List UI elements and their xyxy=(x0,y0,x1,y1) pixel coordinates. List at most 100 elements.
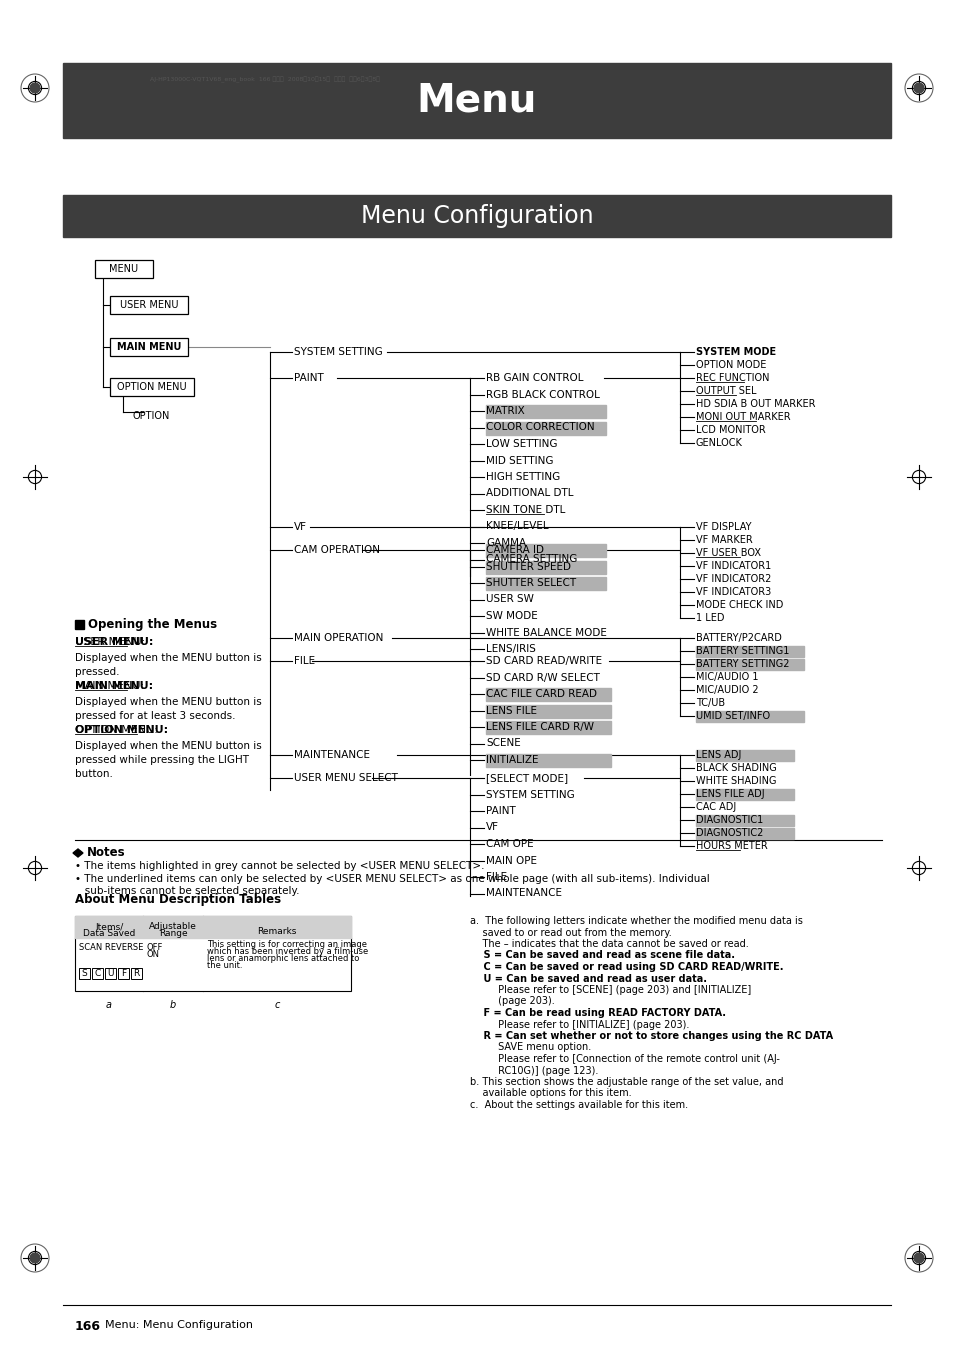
Text: VF INDICATOR3: VF INDICATOR3 xyxy=(696,586,770,597)
Bar xyxy=(485,704,610,717)
Text: a: a xyxy=(106,1000,112,1011)
Text: SHUTTER SELECT: SHUTTER SELECT xyxy=(485,578,576,588)
Text: VF: VF xyxy=(294,521,307,532)
Text: ON: ON xyxy=(147,950,160,959)
Text: LCD MONITOR: LCD MONITOR xyxy=(696,426,765,435)
Text: c: c xyxy=(274,1000,279,1011)
Text: c.  About the settings available for this item.: c. About the settings available for this… xyxy=(470,1100,687,1111)
Text: RGB BLACK CONTROL: RGB BLACK CONTROL xyxy=(485,389,599,400)
Text: RC10G)] (page 123).: RC10G)] (page 123). xyxy=(470,1066,598,1075)
Text: LENS FILE CARD R/W: LENS FILE CARD R/W xyxy=(485,721,594,732)
Text: MAINTENANCE: MAINTENANCE xyxy=(294,750,370,761)
Text: lens or anamorphic lens attached to: lens or anamorphic lens attached to xyxy=(207,954,359,963)
Bar xyxy=(696,659,803,670)
Bar xyxy=(485,544,605,557)
Text: SD CARD READ/WRITE: SD CARD READ/WRITE xyxy=(485,657,601,666)
Text: DIAGNOSTIC2: DIAGNOSTIC2 xyxy=(696,828,762,838)
Text: GENLOCK: GENLOCK xyxy=(696,438,742,449)
Bar xyxy=(696,815,793,825)
Text: b: b xyxy=(170,1000,176,1011)
Text: VF DISPLAY: VF DISPLAY xyxy=(696,521,751,532)
Text: CAM OPERATION: CAM OPERATION xyxy=(294,544,379,555)
Text: Menu: Menu xyxy=(416,81,537,119)
Text: HD SDIA B OUT MARKER: HD SDIA B OUT MARKER xyxy=(696,399,815,409)
Text: saved to or read out from the memory.: saved to or read out from the memory. xyxy=(470,928,671,938)
Bar xyxy=(203,916,351,938)
Text: LENS FILE: LENS FILE xyxy=(485,705,537,716)
Text: VF: VF xyxy=(485,823,498,832)
Bar xyxy=(696,828,793,839)
Text: SKIN TONE DTL: SKIN TONE DTL xyxy=(485,505,565,515)
Circle shape xyxy=(913,1254,923,1263)
Text: KNEE/LEVEL: KNEE/LEVEL xyxy=(485,521,548,531)
Text: Please refer to [INITIALIZE] (page 203).: Please refer to [INITIALIZE] (page 203). xyxy=(470,1020,689,1029)
Text: MIC/AUDIO 1: MIC/AUDIO 1 xyxy=(696,671,758,682)
Text: MAINTENANCE: MAINTENANCE xyxy=(485,889,561,898)
Text: F: F xyxy=(121,969,126,978)
Text: INITIALIZE: INITIALIZE xyxy=(485,755,537,765)
Text: SCAN REVERSE: SCAN REVERSE xyxy=(79,943,143,952)
Text: b. This section shows the adjustable range of the set value, and: b. This section shows the adjustable ran… xyxy=(470,1077,782,1088)
Text: CAMERA ID: CAMERA ID xyxy=(485,544,543,555)
Text: Displayed when the MENU button is: Displayed when the MENU button is xyxy=(75,697,261,707)
Text: Displayed when the MENU button is: Displayed when the MENU button is xyxy=(75,740,261,751)
Text: [SELECT MODE]: [SELECT MODE] xyxy=(485,773,568,784)
Bar xyxy=(63,63,890,138)
Text: RB GAIN CONTROL: RB GAIN CONTROL xyxy=(485,373,583,382)
Text: SCENE: SCENE xyxy=(485,739,520,748)
Text: SYSTEM MODE: SYSTEM MODE xyxy=(696,347,776,357)
Text: MENU: MENU xyxy=(110,263,138,274)
Text: OFF: OFF xyxy=(147,943,163,952)
Bar xyxy=(105,969,116,979)
Text: ADDITIONAL DTL: ADDITIONAL DTL xyxy=(485,489,573,499)
Bar xyxy=(696,711,803,721)
Text: S: S xyxy=(82,969,88,978)
Text: S = Can be saved and read as scene file data.: S = Can be saved and read as scene file … xyxy=(470,951,734,961)
Text: BLACK SHADING: BLACK SHADING xyxy=(696,763,776,773)
Text: REC FUNCTION: REC FUNCTION xyxy=(696,373,769,382)
Text: CAMERA SETTING: CAMERA SETTING xyxy=(485,554,577,565)
Text: (page 203).: (page 203). xyxy=(470,997,554,1006)
Text: Opening the Menus: Opening the Menus xyxy=(88,617,217,631)
Text: C = Can be saved or read using SD CARD READ/WRITE.: C = Can be saved or read using SD CARD R… xyxy=(470,962,782,971)
Text: TC/UB: TC/UB xyxy=(696,698,724,708)
Text: Please refer to [Connection of the remote control unit (AJ-: Please refer to [Connection of the remot… xyxy=(470,1054,779,1065)
Text: VF MARKER: VF MARKER xyxy=(696,535,752,544)
Bar xyxy=(75,620,84,630)
Text: R: R xyxy=(133,969,139,978)
Text: MODE CHECK IND: MODE CHECK IND xyxy=(696,600,782,611)
Text: About Menu Description Tables: About Menu Description Tables xyxy=(75,893,281,907)
Text: available options for this item.: available options for this item. xyxy=(470,1089,631,1098)
Text: Items/: Items/ xyxy=(94,921,123,931)
Bar xyxy=(95,259,152,278)
Text: BATTERY/P2CARD: BATTERY/P2CARD xyxy=(696,634,781,643)
Bar xyxy=(696,750,793,761)
Text: FILE: FILE xyxy=(485,871,507,882)
Text: USER MENU SELECT: USER MENU SELECT xyxy=(294,773,397,784)
Bar xyxy=(485,405,605,417)
Text: OPTION MODE: OPTION MODE xyxy=(696,359,765,370)
Text: CAM OPE: CAM OPE xyxy=(485,839,533,848)
Text: MAIN MENU:: MAIN MENU: xyxy=(75,681,144,690)
Text: SW MODE: SW MODE xyxy=(485,611,537,621)
Bar xyxy=(75,916,351,992)
Text: USER MENU:: USER MENU: xyxy=(75,638,145,647)
Text: which has been inverted by a film-use: which has been inverted by a film-use xyxy=(207,947,368,957)
Text: R = Can set whether or not to store changes using the RC DATA: R = Can set whether or not to store chan… xyxy=(470,1031,832,1042)
Text: WHITE SHADING: WHITE SHADING xyxy=(696,775,776,786)
Text: OPTION MENU: OPTION MENU xyxy=(117,382,187,392)
Text: USER MENU: USER MENU xyxy=(120,300,178,309)
Text: MAIN OPE: MAIN OPE xyxy=(485,855,537,866)
Bar xyxy=(110,296,188,313)
Text: a.  The following letters indicate whether the modified menu data is: a. The following letters indicate whethe… xyxy=(470,916,802,925)
Text: LOW SETTING: LOW SETTING xyxy=(485,439,557,449)
Bar xyxy=(696,789,793,800)
Text: pressed.: pressed. xyxy=(75,667,119,677)
Bar xyxy=(485,754,610,767)
Text: LENS ADJ: LENS ADJ xyxy=(696,750,740,761)
Text: AJ-HP13000C-VQT1V68_eng_book  166 ページ  2008年10月15日  水曜日  午後6時3分8分: AJ-HP13000C-VQT1V68_eng_book 166 ページ 200… xyxy=(150,77,379,84)
Text: PAINT: PAINT xyxy=(485,807,516,816)
Circle shape xyxy=(30,1254,40,1263)
Text: SYSTEM SETTING: SYSTEM SETTING xyxy=(294,347,382,357)
Text: Adjustable: Adjustable xyxy=(149,921,196,931)
